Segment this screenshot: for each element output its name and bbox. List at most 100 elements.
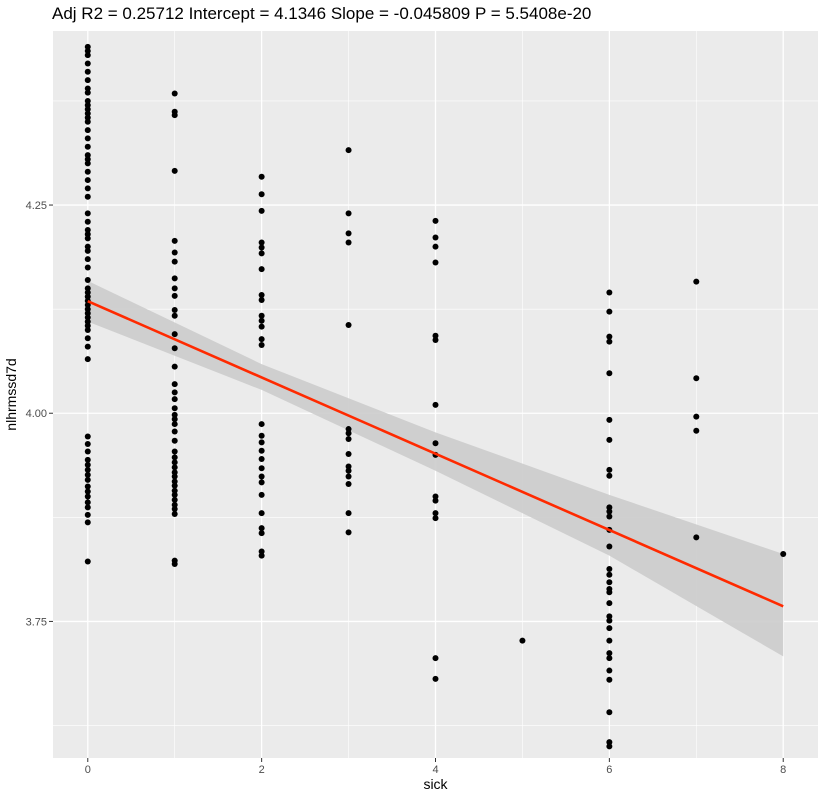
data-point: [84, 43, 91, 50]
data-point: [432, 336, 439, 343]
x-axis-title: sick: [423, 776, 448, 792]
data-point: [606, 472, 613, 479]
data-point: [432, 332, 439, 339]
data-point: [84, 326, 91, 333]
data-point: [258, 317, 265, 324]
data-point: [84, 247, 91, 254]
data-point: [693, 534, 700, 541]
data-point: [258, 548, 265, 555]
data-point: [345, 230, 352, 237]
data-point: [171, 405, 178, 412]
data-point: [84, 322, 91, 329]
data-point: [84, 461, 91, 468]
data-point: [84, 143, 91, 150]
data-point: [84, 493, 91, 500]
data-point: [171, 331, 178, 338]
data-point: [258, 479, 265, 486]
data-point: [84, 471, 91, 478]
data-point: [84, 68, 91, 75]
data-point: [258, 323, 265, 330]
data-point: [345, 510, 352, 517]
data-point: [84, 276, 91, 283]
data-point: [171, 482, 178, 489]
data-point: [84, 264, 91, 271]
y-axis-title: nlhrmssd7d: [3, 358, 19, 430]
y-tick-label: 3.75: [26, 616, 47, 628]
data-point: [606, 333, 613, 340]
data-point: [258, 336, 265, 343]
data-point: [84, 343, 91, 350]
data-point: [258, 510, 265, 517]
data-point: [84, 231, 91, 238]
data-point: [258, 421, 265, 428]
data-point: [84, 483, 91, 490]
data-point: [171, 292, 178, 299]
data-point: [606, 338, 613, 345]
data-point: [84, 177, 91, 184]
data-point: [345, 436, 352, 443]
data-point: [258, 473, 265, 480]
data-point: [84, 558, 91, 565]
data-point: [84, 519, 91, 526]
data-point: [84, 318, 91, 325]
data-point: [171, 249, 178, 256]
data-point: [171, 363, 178, 370]
data-point: [84, 448, 91, 455]
data-point: [84, 314, 91, 321]
data-point: [84, 488, 91, 495]
data-point: [432, 259, 439, 266]
data-point: [84, 77, 91, 84]
data-point: [171, 506, 178, 513]
data-point: [432, 217, 439, 224]
data-point: [84, 156, 91, 163]
data-point: [84, 110, 91, 117]
data-point: [345, 430, 352, 437]
x-tick-label: 0: [85, 764, 91, 776]
data-point: [258, 207, 265, 214]
data-point: [258, 439, 265, 446]
data-point: [258, 296, 265, 303]
data-point: [258, 266, 265, 273]
data-point: [171, 491, 178, 498]
data-point: [432, 234, 439, 241]
data-point: [171, 285, 178, 292]
data-point: [84, 210, 91, 217]
data-point: [171, 454, 178, 461]
data-point: [693, 375, 700, 382]
data-point: [258, 432, 265, 439]
data-point: [258, 244, 265, 251]
data-point: [258, 191, 265, 198]
data-point: [171, 448, 178, 455]
data-point: [606, 655, 613, 662]
data-point: [258, 250, 265, 257]
data-point: [606, 504, 613, 511]
data-point: [171, 306, 178, 313]
data-point: [258, 525, 265, 532]
regression-line: [87, 299, 784, 608]
data-point: [519, 637, 526, 644]
data-point: [432, 675, 439, 682]
data-point: [258, 239, 265, 246]
data-point: [345, 473, 352, 480]
data-point: [84, 356, 91, 363]
data-point: [606, 637, 613, 644]
data-point: [171, 258, 178, 265]
data-point: [171, 396, 178, 403]
data-point: [84, 466, 91, 473]
data-point: [171, 428, 178, 435]
data-point: [606, 571, 613, 578]
data-point: [258, 552, 265, 559]
data-point: [84, 193, 91, 200]
data-point: [84, 52, 91, 59]
data-point: [171, 381, 178, 388]
data-point: [84, 185, 91, 192]
data-point: [84, 47, 91, 54]
data-point: [693, 278, 700, 285]
x-tick-label: 8: [780, 764, 786, 776]
data-point: [171, 464, 178, 471]
chart-title: Adj R2 = 0.25712 Intercept = 4.1346 Slop…: [52, 4, 591, 23]
data-point: [258, 465, 265, 472]
confidence-band: [87, 280, 784, 657]
data-point: [171, 416, 178, 423]
data-point: [84, 256, 91, 263]
